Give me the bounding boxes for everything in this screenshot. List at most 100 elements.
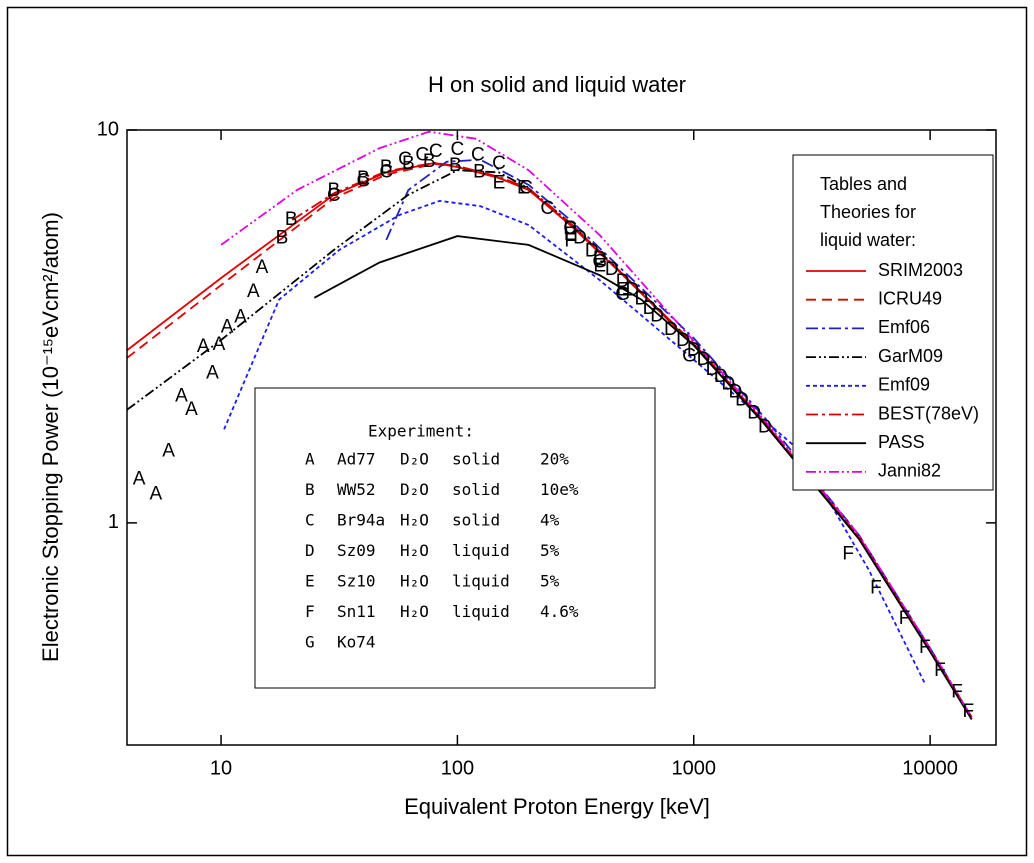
experiment-marker: G <box>682 346 697 367</box>
experiment-marker: F <box>962 701 974 722</box>
experiment-marker: C <box>429 141 443 162</box>
experiment-name: Br94a <box>337 511 385 530</box>
series-line <box>291 161 973 718</box>
experiment-marker: D <box>585 241 599 262</box>
experiment-name: Ad77 <box>337 450 376 469</box>
experiment-marker: B <box>402 153 415 174</box>
experiment-marker: E <box>517 177 530 198</box>
experiment-marker: A <box>150 484 163 505</box>
experiment-target: H₂O <box>400 541 429 560</box>
experiment-marker: A <box>175 385 188 406</box>
experiment-marker: A <box>197 336 210 357</box>
experiment-uncertainty: 5% <box>540 572 560 591</box>
experiment-marker: A <box>206 363 219 384</box>
experiment-marker: E <box>493 173 506 194</box>
y-tick-label: 10 <box>97 118 119 140</box>
legend-title: liquid water: <box>820 230 916 250</box>
experiment-marker: B <box>285 209 298 230</box>
experiment-marker: C <box>327 185 341 206</box>
experiment-target: H₂O <box>400 511 429 530</box>
experiment-marker: C <box>451 139 465 160</box>
experiment-marker: C <box>540 198 554 219</box>
experiment-marker: D <box>643 298 657 319</box>
experiment-marker: E <box>616 280 629 301</box>
experiment-marker: A <box>247 281 260 302</box>
experiment-marker: A <box>213 334 226 355</box>
experiment-marker: D <box>573 227 587 248</box>
experiment-marker: D <box>626 280 640 301</box>
experiment-marker: D <box>706 359 720 380</box>
experiment-marker: D <box>714 366 728 387</box>
experiment-name: Sn11 <box>337 602 376 621</box>
experiment-marker: C <box>415 145 429 166</box>
experiment-marker: D <box>697 349 711 370</box>
experiment-marker: C <box>305 511 315 530</box>
experiment-marker: F <box>842 544 854 565</box>
experiment-marker: D <box>721 374 735 395</box>
experiment-marker: C <box>492 153 506 174</box>
experiment-marker: A <box>133 468 146 489</box>
experiment-marker: D <box>616 271 630 292</box>
experiment-phase: solid <box>452 450 500 469</box>
experiment-phase: liquid <box>452 572 510 591</box>
experiment-marker: D <box>758 416 772 437</box>
experiment-uncertainty: 4.6% <box>540 602 579 621</box>
experiment-marker: A <box>185 399 198 420</box>
experiment-marker: G <box>615 284 630 305</box>
experiment-phase: solid <box>452 480 500 499</box>
x-tick-label: 10000 <box>902 757 958 779</box>
experiment-marker: D <box>563 218 577 239</box>
experiment-marker: G <box>305 633 315 652</box>
experiment-uncertainty: 20% <box>540 450 569 469</box>
y-axis-label: Electronic Stopping Power (10⁻¹⁵eVcm²/at… <box>38 212 63 662</box>
experiment-name: Sz10 <box>337 572 376 591</box>
experiment-marker: D <box>650 306 664 327</box>
plot-frame <box>126 129 997 746</box>
experiment-name: Ko74 <box>337 633 376 652</box>
x-tick-label: 100 <box>441 757 474 779</box>
experiment-marker: D <box>676 330 690 351</box>
legend-label: SRIM2003 <box>878 260 963 280</box>
experiment-marker: D <box>747 402 761 423</box>
experiment-phase: solid <box>452 511 500 530</box>
experiment-target: H₂O <box>400 602 429 621</box>
legend-label: BEST(78eV) <box>878 403 979 423</box>
experiment-marker: B <box>380 157 393 178</box>
legend-label: ICRU49 <box>878 288 942 308</box>
experiment-marker: G <box>592 252 607 273</box>
experiment-marker: A <box>256 257 269 278</box>
experiment-marker: A <box>234 307 247 328</box>
experiment-marker: D <box>687 339 701 360</box>
experiment-marker: D <box>729 381 743 402</box>
experiment-marker: C <box>356 170 370 191</box>
y-tick-label: 1 <box>108 511 119 533</box>
legend-label: Janni82 <box>878 461 941 481</box>
x-tick-label: 10 <box>210 757 232 779</box>
experiment-marker: C <box>379 161 393 182</box>
experiment-marker: F <box>919 637 931 658</box>
series-line <box>385 158 973 718</box>
experiment-target: D₂O <box>400 450 429 469</box>
experiment-marker: F <box>899 608 911 629</box>
series-line <box>313 235 973 720</box>
experiment-marker: C <box>471 145 485 166</box>
experiment-marker: C <box>563 218 577 239</box>
experiment-title: Experiment: <box>368 422 474 441</box>
experiment-marker: A <box>162 440 175 461</box>
experiment-marker: B <box>305 480 315 499</box>
experiment-marker: F <box>305 602 315 621</box>
experiment-marker: B <box>276 227 289 248</box>
legend-title: Tables and <box>820 174 907 194</box>
experiment-marker: D <box>664 319 678 340</box>
experiment-marker: A <box>221 317 234 338</box>
legend-label: Emf06 <box>878 317 930 337</box>
experiment-marker: B <box>449 155 462 176</box>
experiment-marker: D <box>634 289 648 310</box>
experiment-uncertainty: 10e% <box>540 480 579 499</box>
x-tick-label: 1000 <box>672 757 717 779</box>
experiment-marker: D <box>605 259 619 280</box>
experiment-marker: A <box>305 450 315 469</box>
legend-title: Theories for <box>820 202 916 222</box>
